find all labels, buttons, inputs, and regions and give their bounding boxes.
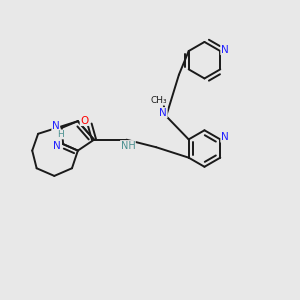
Text: H: H bbox=[57, 130, 64, 139]
Text: N: N bbox=[52, 122, 60, 131]
Text: N: N bbox=[159, 108, 167, 118]
Text: N: N bbox=[221, 45, 229, 55]
Text: N: N bbox=[221, 132, 229, 142]
Text: CH₃: CH₃ bbox=[151, 96, 167, 105]
Text: NH: NH bbox=[121, 141, 135, 151]
Text: O: O bbox=[80, 116, 88, 126]
Text: N: N bbox=[53, 141, 61, 151]
